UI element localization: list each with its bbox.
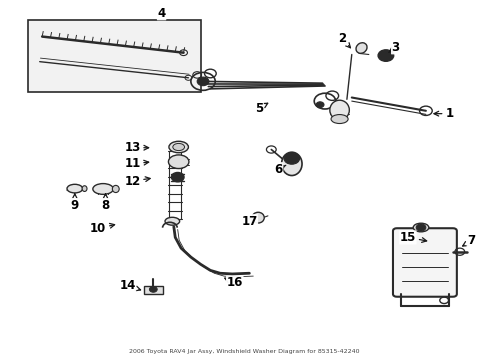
Text: 2: 2: [337, 32, 350, 48]
Text: 11: 11: [124, 157, 148, 170]
Text: 5: 5: [254, 102, 267, 115]
Ellipse shape: [164, 217, 179, 225]
Circle shape: [284, 153, 299, 164]
Text: 14: 14: [119, 279, 140, 292]
Ellipse shape: [93, 184, 113, 194]
Ellipse shape: [329, 100, 348, 120]
Text: 4: 4: [157, 7, 165, 20]
Circle shape: [149, 287, 157, 292]
Text: 7: 7: [462, 234, 474, 247]
Circle shape: [377, 50, 393, 61]
Ellipse shape: [412, 223, 428, 232]
Ellipse shape: [67, 184, 82, 193]
Ellipse shape: [172, 143, 184, 150]
Text: 12: 12: [124, 175, 150, 188]
Circle shape: [415, 224, 425, 231]
Bar: [27, 21, 200, 92]
Ellipse shape: [168, 141, 188, 153]
Text: 16: 16: [224, 276, 243, 289]
Circle shape: [316, 102, 324, 108]
Bar: [143, 286, 163, 294]
Circle shape: [381, 53, 389, 58]
Text: 6: 6: [274, 163, 285, 176]
Text: 2006 Toyota RAV4 Jar Assy, Windshield Washer Diagram for 85315-42240: 2006 Toyota RAV4 Jar Assy, Windshield Wa…: [129, 349, 359, 354]
Ellipse shape: [82, 186, 87, 192]
Ellipse shape: [251, 212, 264, 223]
Circle shape: [171, 172, 183, 182]
Ellipse shape: [355, 43, 366, 53]
Text: 17: 17: [241, 215, 257, 228]
Text: 8: 8: [101, 194, 109, 212]
Ellipse shape: [168, 155, 188, 168]
Ellipse shape: [330, 114, 347, 123]
Text: 1: 1: [433, 107, 452, 120]
Circle shape: [197, 77, 208, 86]
Ellipse shape: [281, 152, 302, 176]
Text: 13: 13: [124, 141, 148, 154]
FancyBboxPatch shape: [392, 228, 456, 297]
Ellipse shape: [112, 185, 119, 193]
Text: 3: 3: [388, 41, 399, 54]
Text: 9: 9: [71, 194, 79, 212]
Text: 15: 15: [399, 231, 426, 244]
Text: 10: 10: [90, 222, 114, 235]
